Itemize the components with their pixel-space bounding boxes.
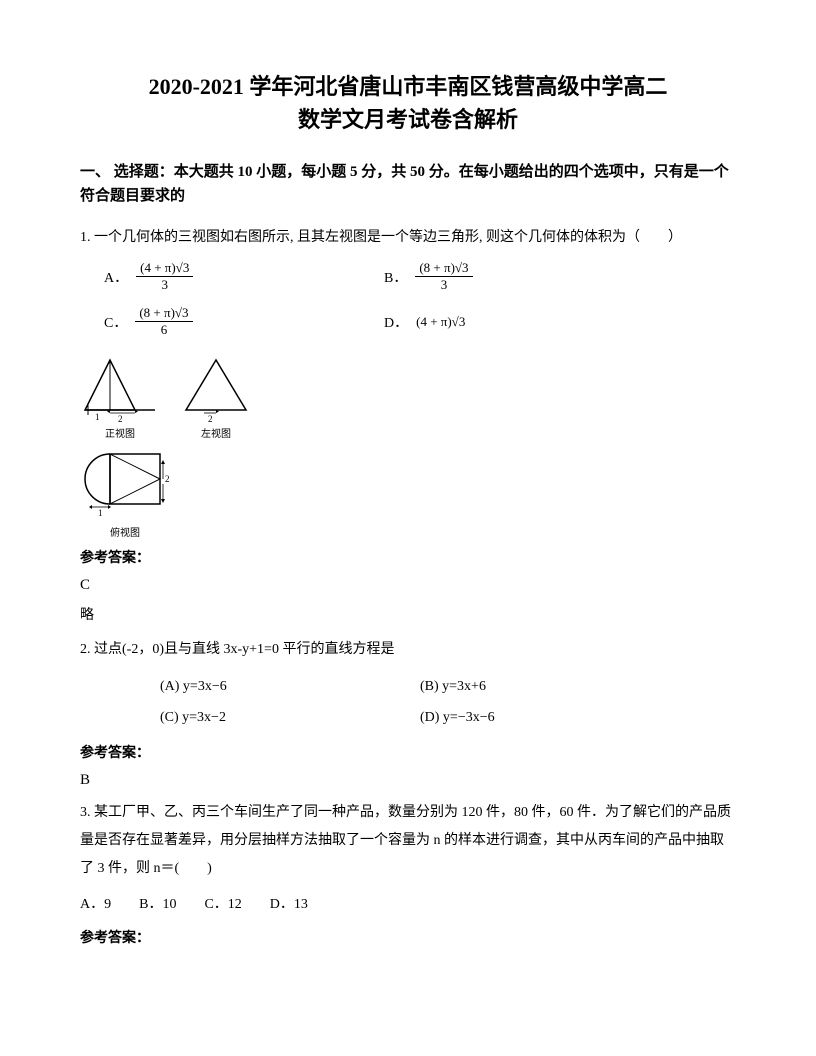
q2-optC: (C) y=3x−2 bbox=[160, 703, 420, 734]
q2-text: 2. 过点(-2，0)且与直线 3x-y+1=0 平行的直线方程是 bbox=[80, 636, 736, 664]
top-view-diagram: 2 1 bbox=[80, 444, 170, 524]
svg-text:2: 2 bbox=[208, 414, 213, 424]
side-view-diagram: 2 bbox=[176, 350, 256, 425]
q2-answer-label: 参考答案： bbox=[80, 742, 736, 762]
q2-answer: B bbox=[80, 772, 736, 789]
side-view-label: 左视图 bbox=[176, 425, 256, 440]
q1-optC-fraction: (8 + π)√3 6 bbox=[135, 305, 192, 338]
svg-text:2: 2 bbox=[118, 414, 123, 424]
q2-optA: (A) y=3x−6 bbox=[160, 672, 420, 703]
section-header: 一、 选择题：本大题共 10 小题，每小题 5 分，共 50 分。在每小题给出的… bbox=[80, 160, 736, 208]
q1-answer: C bbox=[80, 577, 736, 594]
q1-text: 1. 一个几何体的三视图如右图所示, 且其左视图是一个等边三角形, 则这个几何体… bbox=[80, 224, 736, 252]
q1-optC-label: C． bbox=[104, 312, 127, 332]
q1-brief: 略 bbox=[80, 604, 736, 624]
q1-optB-label: B． bbox=[384, 267, 407, 287]
q3-text: 3. 某工厂甲、乙、丙三个车间生产了同一种产品，数量分别为 120 件，80 件… bbox=[80, 799, 736, 883]
q1-optA-label: A． bbox=[104, 267, 128, 287]
svg-text:1: 1 bbox=[95, 412, 100, 422]
title-line1: 2020-2021 学年河北省唐山市丰南区钱营高级中学高二 bbox=[80, 70, 736, 103]
top-view-label: 俯视图 bbox=[80, 524, 170, 539]
q3-options: A．9 B．10 C．12 D．13 bbox=[80, 891, 736, 919]
q2-options: (A) y=3x−6 (B) y=3x+6 (C) y=3x−2 (D) y=−… bbox=[160, 672, 736, 734]
q1-optA-fraction: (4 + π)√3 3 bbox=[136, 260, 193, 293]
q1-answer-label: 参考答案： bbox=[80, 547, 736, 567]
q1-diagrams: 1 2 2 正视图 左视图 2 1 bbox=[80, 350, 736, 539]
q2-optD: (D) y=−3x−6 bbox=[420, 703, 620, 734]
q3-answer-label: 参考答案： bbox=[80, 927, 736, 947]
q1-optD-text: (4 + π)√3 bbox=[416, 314, 465, 330]
q1-optB-fraction: (8 + π)√3 3 bbox=[415, 260, 472, 293]
svg-text:2: 2 bbox=[165, 474, 170, 484]
front-view-diagram: 1 2 bbox=[80, 350, 160, 425]
q1-optD-label: D． bbox=[384, 312, 408, 332]
svg-text:1: 1 bbox=[98, 508, 103, 518]
q2-optB: (B) y=3x+6 bbox=[420, 672, 620, 703]
title-line2: 数学文月考试卷含解析 bbox=[80, 103, 736, 136]
front-view-label: 正视图 bbox=[80, 425, 160, 440]
